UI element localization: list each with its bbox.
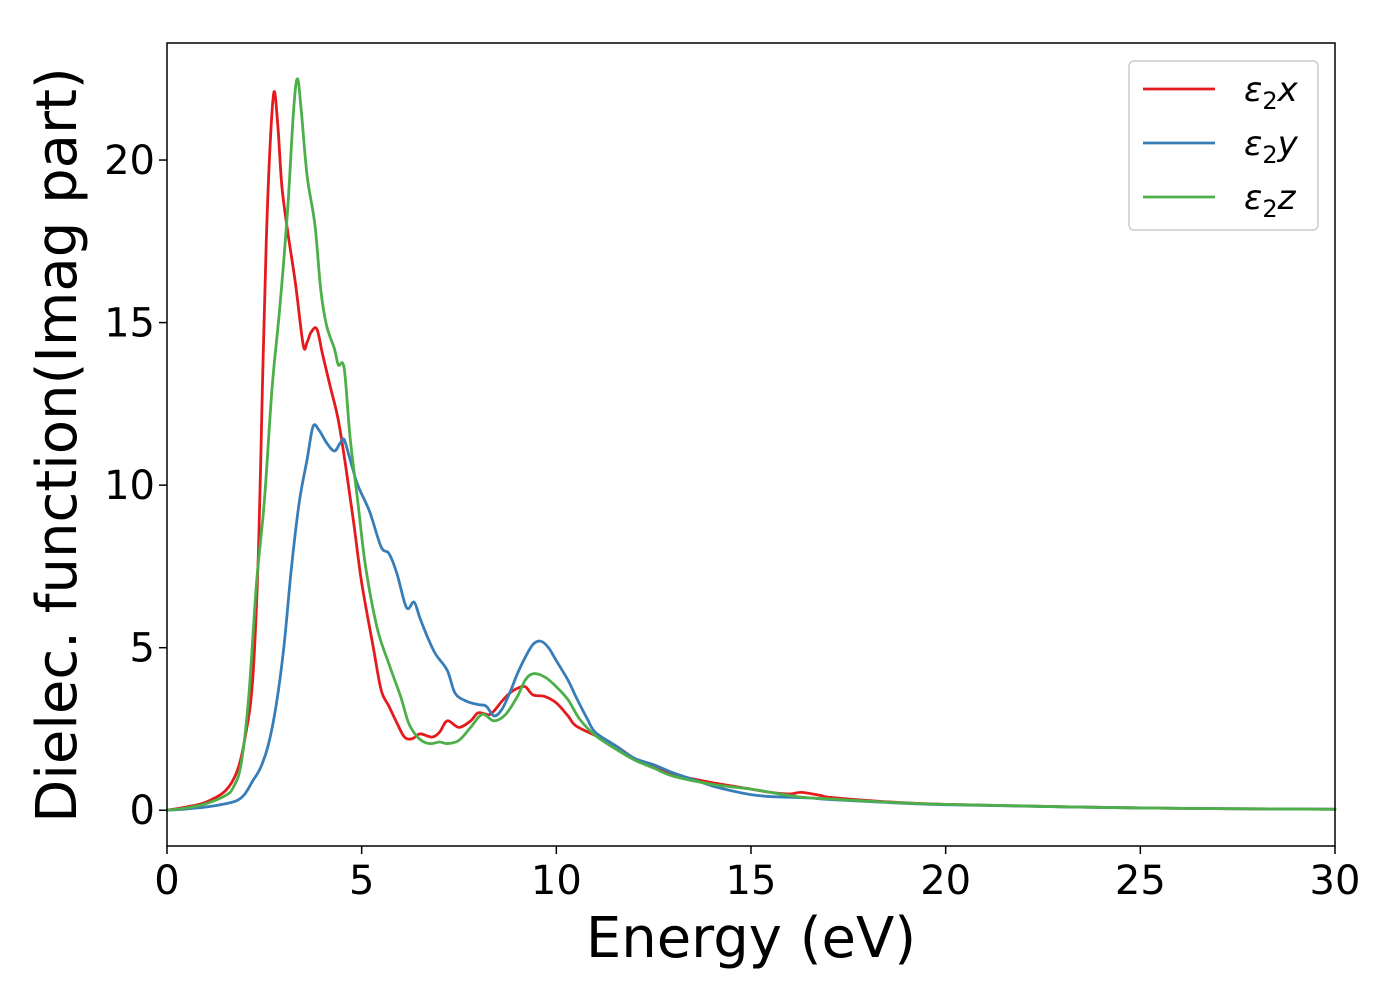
y-tick-label: 10 [104, 463, 155, 509]
legend-label-z: ε2z [1244, 178, 1297, 223]
legend-label-suffix: y [1277, 124, 1299, 164]
x-tick-label: 20 [920, 858, 971, 904]
legend-label-y: ε2y [1244, 124, 1299, 169]
y-tick-label: 20 [104, 138, 155, 184]
legend-label-x: ε2x [1244, 70, 1299, 115]
legend-label-subscript: 2 [1262, 141, 1277, 169]
y-tick-label: 0 [130, 788, 155, 834]
x-tick-label: 10 [531, 858, 582, 904]
legend-label-base: ε [1244, 124, 1262, 164]
legend-label-suffix: z [1277, 178, 1297, 218]
legend-box [1128, 60, 1319, 231]
tick-layer: 0 5 10 15 20 25 30 0 5 10 15 20 [104, 138, 1360, 904]
legend-label-suffix: x [1277, 70, 1299, 110]
legend-label-base: ε [1244, 178, 1262, 218]
series-layer [165, 77, 1337, 812]
x-tick-label: 30 [1310, 858, 1361, 904]
y-tick-label: 15 [104, 301, 155, 347]
x-tick-label: 25 [1115, 858, 1166, 904]
legend-label-base: ε [1244, 70, 1262, 110]
plot-frame [166, 42, 1336, 847]
x-tick-label: 5 [349, 858, 374, 904]
x-tick-label: 0 [154, 858, 179, 904]
x-axis-label: Energy (eV) [586, 906, 916, 971]
series-line-z [165, 77, 1337, 812]
series-line-x [165, 90, 1337, 812]
y-axis-label: Dielec. function(Imag part) [25, 67, 90, 823]
legend-label-subscript: 2 [1262, 195, 1277, 223]
x-tick-label: 15 [726, 858, 777, 904]
y-tick-label: 5 [130, 626, 155, 672]
legend-label-subscript: 2 [1262, 87, 1277, 115]
series-line-y [165, 423, 1337, 812]
